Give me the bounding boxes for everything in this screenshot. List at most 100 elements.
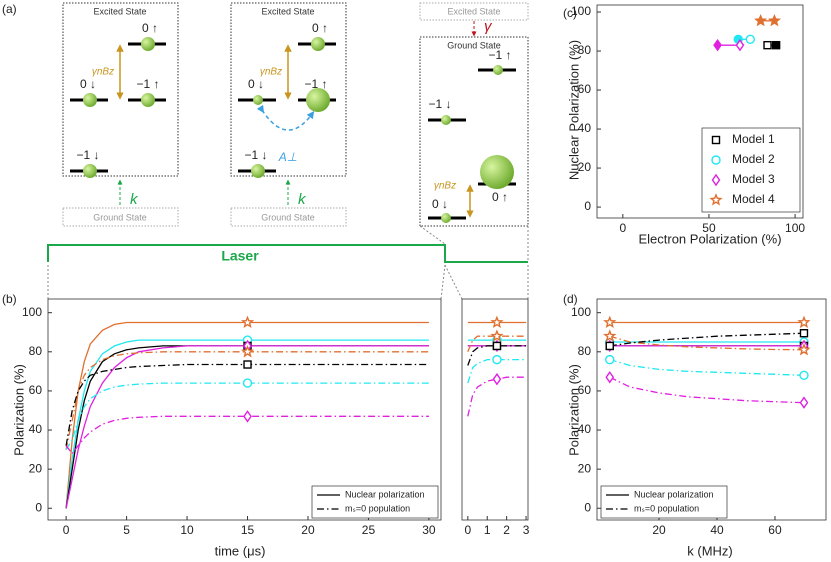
y-axis-label: Polarization (%) [11,364,26,456]
marker [767,13,781,27]
y-tick-label: 0 [584,500,591,514]
level-label: −1 ↓ [428,97,451,111]
x-tick-label: 20 [652,523,666,537]
legend-label: Model 1 [732,132,775,146]
level-label: −1 ↑ [488,48,511,62]
marker [490,329,504,342]
y-tick-label: 20 [578,160,592,174]
y-tick-label: 40 [578,121,592,135]
series-line [65,363,429,446]
x-tick-label: 5 [123,523,130,537]
series-line [65,321,429,509]
marker [492,372,502,386]
decay-label: γ [484,18,493,35]
excited-box [419,2,529,21]
guide [440,264,446,300]
y-tick-label: 100 [571,305,591,319]
y-tick-label: 0 [35,500,42,514]
guide [444,264,463,300]
y-tick-label: 80 [29,344,43,358]
box-title: Excited State [447,6,500,16]
x-tick-label: 2 [503,523,510,537]
y-axis-label: Nuclear Polarization (%) [566,40,581,180]
y-tick-label: 40 [29,422,43,436]
series-line [467,376,527,417]
marker [492,354,502,365]
marker [241,344,255,358]
x-tick-label: 50 [702,221,716,235]
legend-label: Model 3 [732,172,775,186]
x-tick-label: 40 [710,523,724,537]
marker [243,360,252,369]
legend-label: Model 2 [732,152,775,166]
pump-label: k [298,191,307,208]
legend-label: Nuclear polarization [345,489,425,499]
box-title: Ground State [261,212,315,222]
marker [797,342,811,356]
series-line [65,382,429,450]
marker [745,34,755,45]
zeeman-label: γnBz [260,67,282,78]
panel-label: (c) [563,6,577,20]
marker [711,135,721,145]
chart: (d) 20 40 60 0 20 40 60 80 100 k (MHz) Polarization… [563,292,827,558]
level-label: −1 ↓ [244,148,267,162]
level-label: 0 ↑ [312,21,328,35]
series-line [609,335,805,351]
y-tick-label: 40 [578,422,592,436]
guide [419,225,446,245]
series-line [467,358,527,384]
zeeman-label: γnBz [434,181,456,192]
series-line [467,335,527,353]
marker [797,315,811,328]
marker [709,193,723,206]
laser-line [47,244,528,263]
y-tick-label: 20 [29,461,43,475]
population [441,115,451,125]
plot-area [713,13,781,52]
x-tick-label: 20 [301,523,315,537]
marker [711,155,721,165]
y-tick-label: 60 [578,383,592,397]
marker [603,315,617,329]
y-tick-label: 20 [578,461,592,475]
legend-box [600,485,728,519]
marker [605,371,615,384]
box-title: Ground State [93,212,147,222]
plot-frame [461,298,529,521]
population [251,164,265,178]
marker [605,354,615,365]
y-tick-label: 100 [571,4,591,18]
legend-box [311,485,439,519]
level-label: 0 ↑ [142,21,158,35]
series-line [609,376,805,404]
marker [241,315,255,328]
population [141,37,155,51]
panel-a: (a) Excited State 0 ↑ 0 ↓ −1 ↑ −1 ↓ γnBz… [2,2,529,300]
chart: (b) 0 5 10 15 20 25 30 0 20 40 60 80 100 time (μs) Pola… [2,292,442,558]
plot-frame [596,298,827,521]
chart: (c) 0 50 100 0 20 40 60 80 100 Electron Polarizati… [563,4,805,246]
marker [763,40,772,50]
marker [754,13,768,27]
level-label: 0 ↑ [492,190,508,204]
population [83,93,97,107]
marker [490,315,504,328]
population [311,37,325,51]
marker [242,378,253,388]
y-tick-label: 60 [578,82,592,96]
state-box [230,2,347,177]
marker [243,410,252,423]
marker [799,329,809,338]
x-axis-label: Electron Polarization (%) [638,231,781,246]
ground-box [230,207,347,227]
x-tick-label: 10 [180,523,194,537]
coupling-arrow [256,104,315,131]
series-line [65,345,429,509]
population [306,88,330,112]
population [253,95,263,105]
x-tick-label: 15 [241,523,255,537]
y-tick-label: 60 [29,383,43,397]
